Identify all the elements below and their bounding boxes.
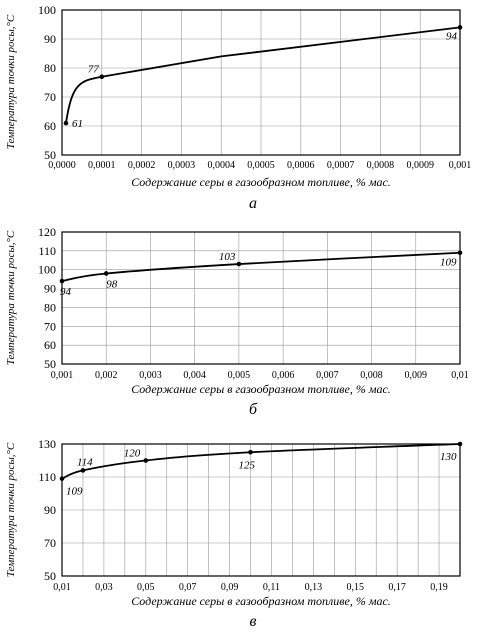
data-label: 109 [440, 257, 457, 269]
y-tick-label: 60 [44, 338, 56, 352]
data-label: 98 [106, 278, 118, 290]
x-tick-label: 0,0007 [327, 160, 355, 171]
y-tick-label: 80 [44, 300, 56, 314]
y-axis-title: Температура точки росы,°С [5, 14, 17, 149]
x-tick-label: 0,01 [53, 582, 71, 593]
x-tick-label: 0,0003 [168, 160, 196, 171]
x-axis-title: Содержание серы в газообразном топливе, … [131, 175, 391, 189]
y-tick-label: 110 [38, 244, 56, 258]
y-tick-label: 50 [44, 148, 56, 162]
x-tick-label: 0,006 [272, 370, 295, 381]
data-point [457, 25, 463, 30]
series-line [65, 26, 461, 124]
y-tick-label: 60 [44, 119, 56, 133]
x-tick-label: 0,009 [405, 370, 428, 381]
data-point [59, 278, 65, 284]
data-label: 109 [66, 486, 83, 498]
x-tick-label: 0,003 [139, 370, 162, 381]
data-label: 94 [60, 286, 72, 298]
x-tick-label: 0,17 [388, 582, 406, 593]
x-tick-label: 0,001 [51, 370, 74, 381]
data-point [103, 271, 109, 276]
y-tick-label: 90 [44, 503, 56, 517]
y-tick-label: 70 [44, 536, 56, 550]
data-point [59, 476, 65, 481]
x-tick-label: 0,001 [449, 160, 472, 171]
data-label: 130 [440, 451, 457, 463]
x-tick-label: 0,007 [316, 370, 339, 381]
x-tick-label: 0,0002 [128, 160, 156, 171]
x-tick-label: 0,15 [347, 582, 365, 593]
data-point [63, 120, 69, 126]
y-tick-label: 50 [44, 569, 56, 583]
x-tick-label: 0,0001 [88, 160, 116, 171]
y-tick-label: 120 [38, 225, 56, 239]
x-tick-label: 0,002 [95, 370, 118, 381]
series-line [61, 443, 461, 480]
y-tick-label: 90 [44, 32, 56, 46]
x-tick-label: 0,11 [263, 582, 280, 593]
x-tick-label: 0,19 [430, 582, 448, 593]
data-point [457, 250, 463, 256]
data-label: 94 [446, 30, 458, 42]
chart-panel-1: 50 60 70 80 90 100 0,0000 0,0001 0,0002 0,0003 0,0… [5, 3, 471, 212]
data-label: 77 [88, 64, 100, 76]
data-label: 61 [72, 118, 83, 130]
data-label: 114 [77, 456, 93, 468]
plot-frame [61, 443, 461, 577]
x-tick-label: 0,0009 [406, 160, 434, 171]
plot-frame [61, 231, 461, 365]
x-tick-label: 0,03 [95, 582, 113, 593]
x-tick-label: 0,0006 [287, 160, 315, 171]
x-tick-label: 0,004 [183, 370, 206, 381]
chart-panel-3: 50 70 90 110 130 0,01 0,03 0,05 0,07 0,09 0,11 0,13… [5, 437, 463, 630]
x-tick-label: 0,05 [137, 582, 155, 593]
x-tick-label: 0,008 [360, 370, 383, 381]
y-tick-label: 70 [44, 90, 56, 104]
panel-label: в [250, 613, 257, 630]
x-tick-label: 0,07 [179, 582, 197, 593]
y-axis-title: Температура точки росы,°С [5, 442, 17, 577]
data-point [457, 441, 463, 447]
x-tick-label: 0,0000 [48, 160, 76, 171]
data-point [236, 261, 242, 267]
y-tick-label: 130 [38, 437, 56, 451]
plot-frame [61, 9, 461, 156]
data-point [248, 449, 253, 455]
x-axis-title: Содержание серы в газообразном топливе, … [131, 382, 391, 396]
x-tick-label: 0,0004 [207, 160, 235, 171]
data-point [99, 74, 105, 79]
x-tick-label: 0,09 [221, 582, 239, 593]
x-tick-label: 0,0005 [247, 160, 275, 171]
panel-label: б [249, 401, 258, 418]
x-axis-title: Содержание серы в газообразном топливе, … [131, 594, 391, 608]
series-line [61, 251, 461, 282]
data-point [143, 458, 149, 463]
panel-label: а [249, 195, 257, 212]
y-tick-label: 90 [44, 282, 56, 296]
x-tick-label: 0,13 [305, 582, 323, 593]
data-label: 103 [219, 251, 236, 263]
x-tick-label: 0,0008 [367, 160, 395, 171]
chart-panel-2: 50 60 70 80 90 100 110 120 0,001 0,002 0,003 0,004 0… [5, 225, 469, 418]
data-point [80, 468, 86, 473]
data-label: 120 [124, 448, 141, 460]
y-axis-title: Температура точки росы,°С [5, 230, 17, 365]
x-tick-label: 0,005 [228, 370, 251, 381]
y-tick-label: 50 [44, 357, 56, 371]
x-tick-label: 0,01 [451, 370, 469, 381]
y-tick-label: 80 [44, 61, 56, 75]
y-tick-label: 100 [38, 3, 56, 17]
y-tick-label: 110 [38, 470, 56, 484]
y-tick-label: 100 [38, 263, 56, 277]
y-tick-label: 70 [44, 319, 56, 333]
data-label: 125 [239, 459, 256, 471]
